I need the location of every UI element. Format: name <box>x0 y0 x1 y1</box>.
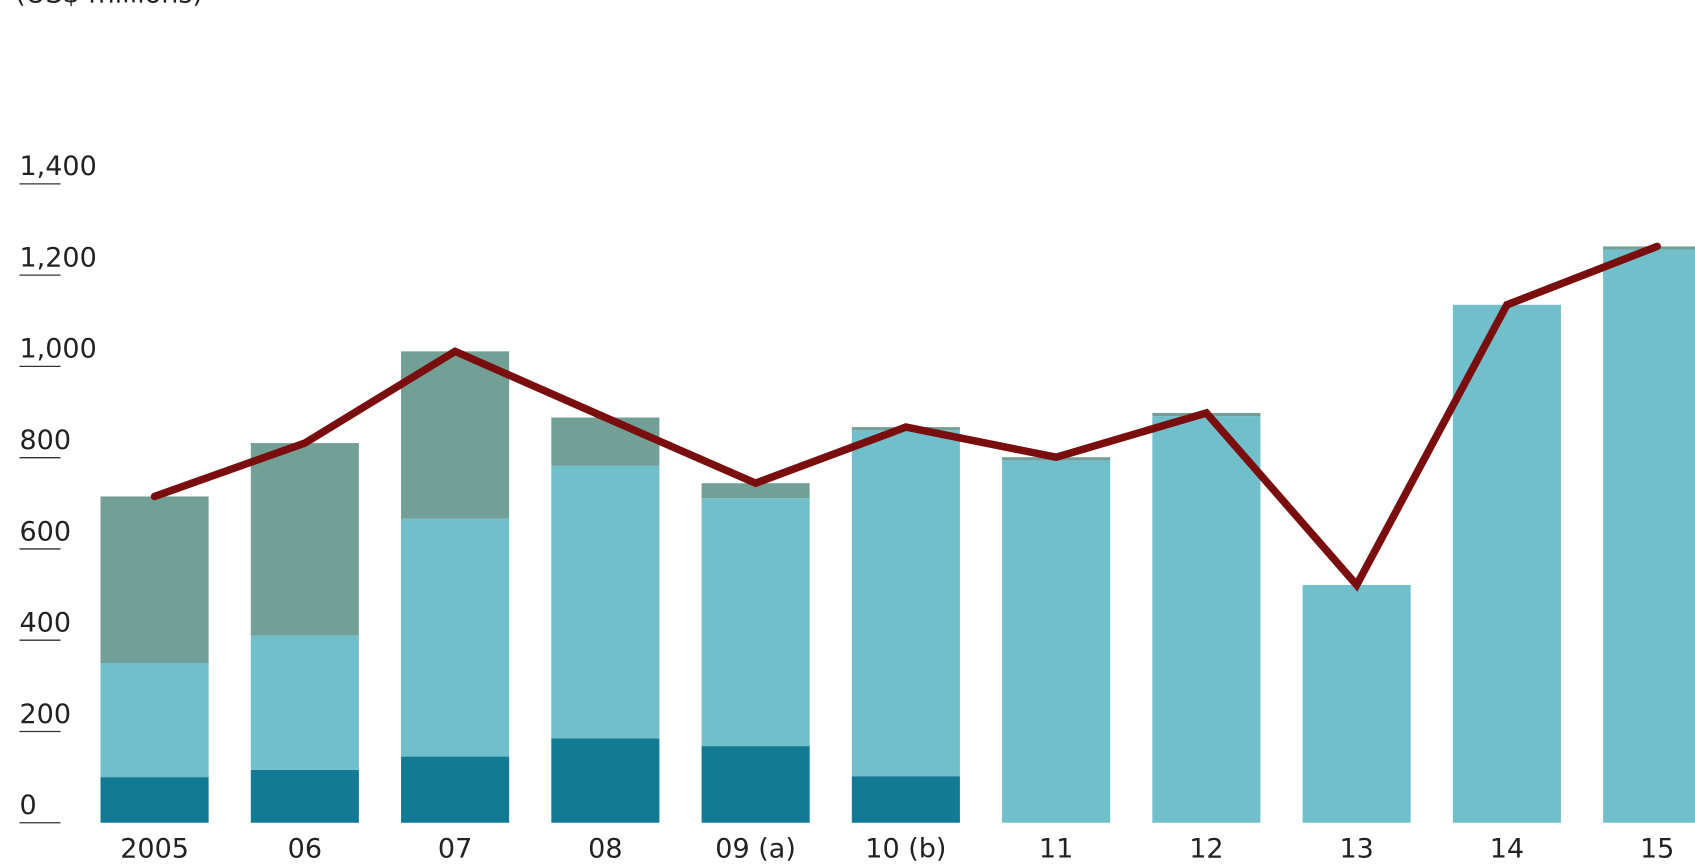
bar-segment <box>250 443 359 636</box>
x-tick-label: 10 (b) <box>865 833 946 864</box>
x-tick-label: 2005 <box>120 833 189 864</box>
x-tick-label: 08 <box>588 833 622 864</box>
bar-segment <box>701 498 810 747</box>
y-tick-label: 400 <box>19 608 71 639</box>
bar-segment <box>551 417 660 466</box>
x-tick-label: 13 <box>1339 833 1373 864</box>
bar-segment <box>1002 460 1111 823</box>
bar-segment <box>401 756 510 823</box>
bar-segment <box>851 776 960 823</box>
bar-segment <box>401 351 510 519</box>
bar-segment <box>401 518 510 757</box>
y-tick-label: 600 <box>19 516 71 547</box>
chart-subtitle: (US$ millions) <box>15 0 203 9</box>
bar-segment <box>1452 304 1561 823</box>
y-tick-label: 0 <box>19 790 36 821</box>
x-tick-label: 15 <box>1640 833 1674 864</box>
bar-segment <box>1152 416 1261 823</box>
bar-segment <box>551 738 660 823</box>
bar-segment <box>250 769 359 823</box>
bar-segment <box>100 663 209 778</box>
bar-segment <box>100 777 209 823</box>
x-tick-label: 06 <box>288 833 322 864</box>
x-tick-label: 14 <box>1490 833 1524 864</box>
x-tick-label: 09 (a) <box>715 833 796 864</box>
bar-segment <box>1302 584 1411 823</box>
bar-segment <box>551 465 660 739</box>
y-tick-label: 1,400 <box>19 151 96 182</box>
x-tick-label: 12 <box>1189 833 1223 864</box>
bar-segment <box>701 746 810 823</box>
bar-segment <box>701 483 810 499</box>
y-tick-label: 1,200 <box>19 242 96 273</box>
bar-segment <box>851 430 960 777</box>
y-tick-label: 800 <box>19 425 71 456</box>
y-tick-label: 1,000 <box>19 334 96 365</box>
bar-segment <box>100 496 209 664</box>
bar-segment <box>1603 249 1695 823</box>
line-series <box>150 242 1661 592</box>
bar-segment <box>250 635 359 770</box>
y-tick-label: 200 <box>19 699 71 730</box>
x-tick-label: 07 <box>438 833 472 864</box>
x-tick-label: 11 <box>1039 833 1073 864</box>
